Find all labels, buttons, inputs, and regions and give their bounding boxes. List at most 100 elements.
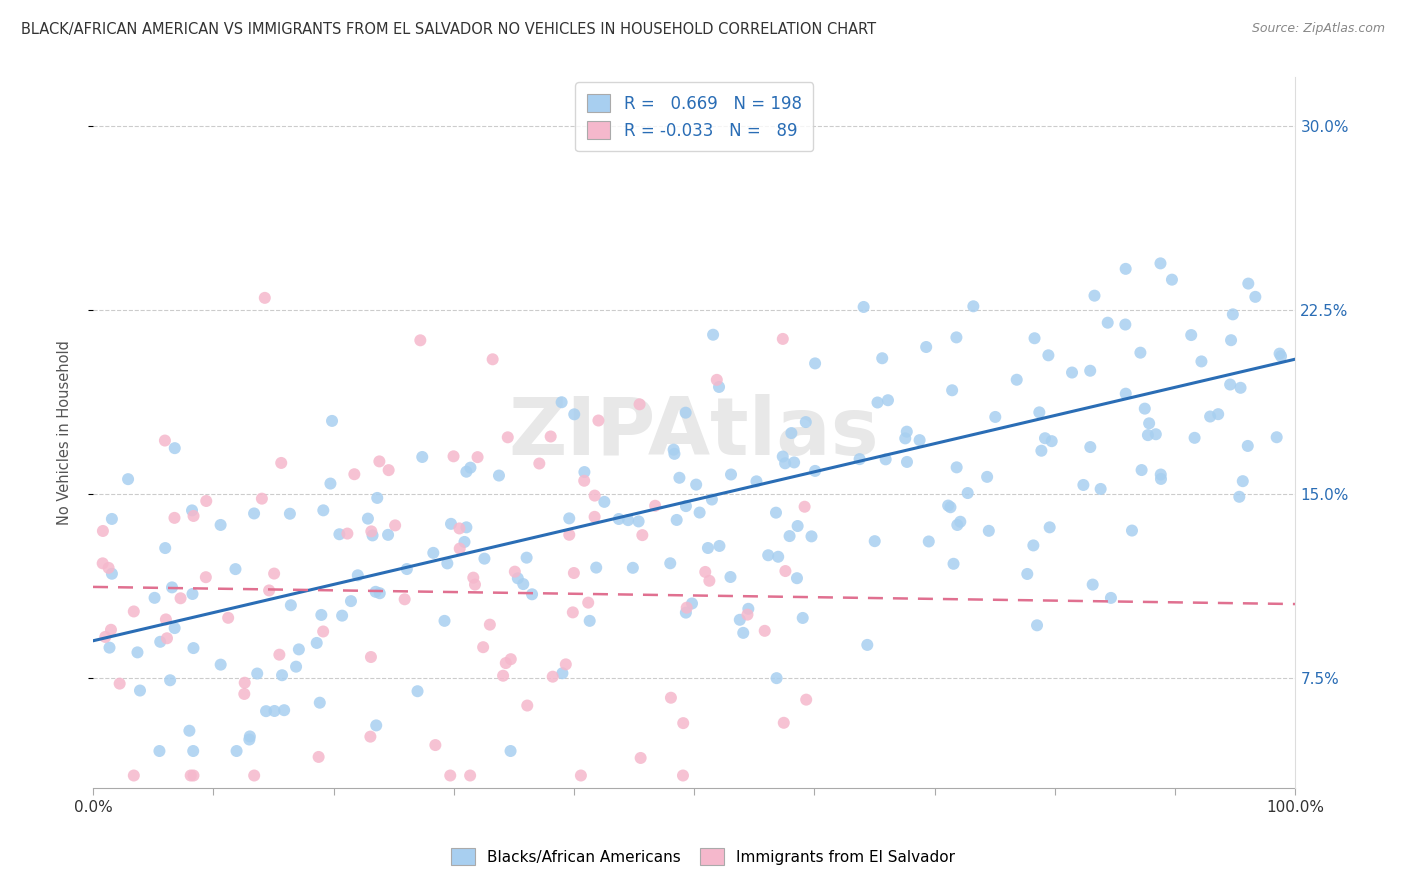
Point bbox=[720, 570, 742, 584]
Point bbox=[697, 541, 720, 555]
Point bbox=[155, 541, 177, 555]
Point bbox=[499, 652, 522, 666]
Point bbox=[1219, 377, 1241, 392]
Point bbox=[181, 503, 204, 517]
Point bbox=[463, 571, 485, 585]
Point bbox=[593, 495, 616, 509]
Point bbox=[305, 636, 328, 650]
Point bbox=[453, 535, 475, 549]
Point bbox=[574, 465, 596, 479]
Point bbox=[695, 565, 717, 579]
Point bbox=[155, 612, 177, 626]
Point bbox=[896, 425, 918, 439]
Point bbox=[675, 406, 697, 420]
Point bbox=[243, 768, 266, 782]
Point bbox=[1136, 428, 1159, 442]
Point bbox=[1024, 331, 1046, 345]
Point bbox=[942, 557, 965, 571]
Point bbox=[529, 457, 551, 471]
Point bbox=[984, 409, 1007, 424]
Point bbox=[209, 518, 232, 533]
Point bbox=[458, 768, 481, 782]
Point bbox=[576, 596, 599, 610]
Point bbox=[1090, 482, 1112, 496]
Point bbox=[460, 460, 482, 475]
Point bbox=[1150, 467, 1173, 482]
Point bbox=[1191, 354, 1213, 368]
Point bbox=[1039, 520, 1062, 534]
Point bbox=[467, 450, 489, 464]
Point bbox=[246, 666, 269, 681]
Point bbox=[550, 395, 572, 409]
Point bbox=[503, 565, 526, 579]
Point bbox=[772, 715, 794, 730]
Point bbox=[664, 447, 686, 461]
Point bbox=[163, 511, 186, 525]
Point bbox=[562, 407, 585, 421]
Point bbox=[1005, 373, 1028, 387]
Text: BLACK/AFRICAN AMERICAN VS IMMIGRANTS FROM EL SALVADOR NO VEHICLES IN HOUSEHOLD C: BLACK/AFRICAN AMERICAN VS IMMIGRANTS FRO… bbox=[21, 22, 876, 37]
Point bbox=[360, 650, 382, 665]
Point bbox=[745, 475, 768, 489]
Point bbox=[894, 431, 917, 445]
Point bbox=[1081, 577, 1104, 591]
Point bbox=[699, 574, 721, 588]
Point bbox=[541, 670, 564, 684]
Point bbox=[209, 657, 232, 672]
Point bbox=[804, 464, 827, 478]
Point bbox=[1121, 524, 1143, 538]
Point bbox=[217, 611, 239, 625]
Point bbox=[756, 548, 779, 562]
Point bbox=[852, 300, 875, 314]
Point bbox=[659, 556, 682, 570]
Point bbox=[554, 657, 576, 672]
Point bbox=[368, 454, 391, 468]
Point bbox=[870, 351, 893, 366]
Point bbox=[357, 511, 380, 525]
Point bbox=[439, 768, 461, 782]
Point bbox=[122, 768, 145, 782]
Point bbox=[794, 415, 817, 429]
Point bbox=[117, 472, 139, 486]
Point bbox=[627, 515, 650, 529]
Point bbox=[976, 470, 998, 484]
Point bbox=[409, 334, 432, 348]
Point bbox=[578, 614, 600, 628]
Point bbox=[706, 373, 728, 387]
Point bbox=[728, 613, 751, 627]
Point bbox=[495, 656, 517, 670]
Point bbox=[1137, 417, 1160, 431]
Point bbox=[443, 450, 465, 464]
Point bbox=[456, 465, 478, 479]
Point bbox=[1161, 273, 1184, 287]
Point bbox=[364, 584, 387, 599]
Point bbox=[179, 723, 201, 738]
Point bbox=[156, 632, 179, 646]
Point bbox=[1028, 405, 1050, 419]
Point bbox=[506, 571, 529, 585]
Point bbox=[328, 527, 350, 541]
Point bbox=[773, 456, 796, 470]
Point bbox=[772, 450, 794, 464]
Point bbox=[962, 299, 984, 313]
Point bbox=[733, 625, 755, 640]
Point bbox=[918, 534, 941, 549]
Point bbox=[562, 566, 585, 580]
Point bbox=[253, 291, 276, 305]
Point bbox=[856, 638, 879, 652]
Point bbox=[800, 529, 823, 543]
Point bbox=[273, 703, 295, 717]
Point bbox=[1232, 474, 1254, 488]
Point bbox=[481, 352, 503, 367]
Point bbox=[97, 561, 120, 575]
Point bbox=[233, 675, 256, 690]
Point bbox=[875, 452, 897, 467]
Point bbox=[1022, 538, 1045, 552]
Point bbox=[1265, 430, 1288, 444]
Point bbox=[675, 606, 697, 620]
Point bbox=[101, 566, 124, 581]
Legend: Blacks/African Americans, Immigrants from El Salvador: Blacks/African Americans, Immigrants fro… bbox=[444, 842, 962, 871]
Point bbox=[194, 570, 217, 584]
Point bbox=[225, 744, 247, 758]
Point bbox=[1083, 288, 1105, 302]
